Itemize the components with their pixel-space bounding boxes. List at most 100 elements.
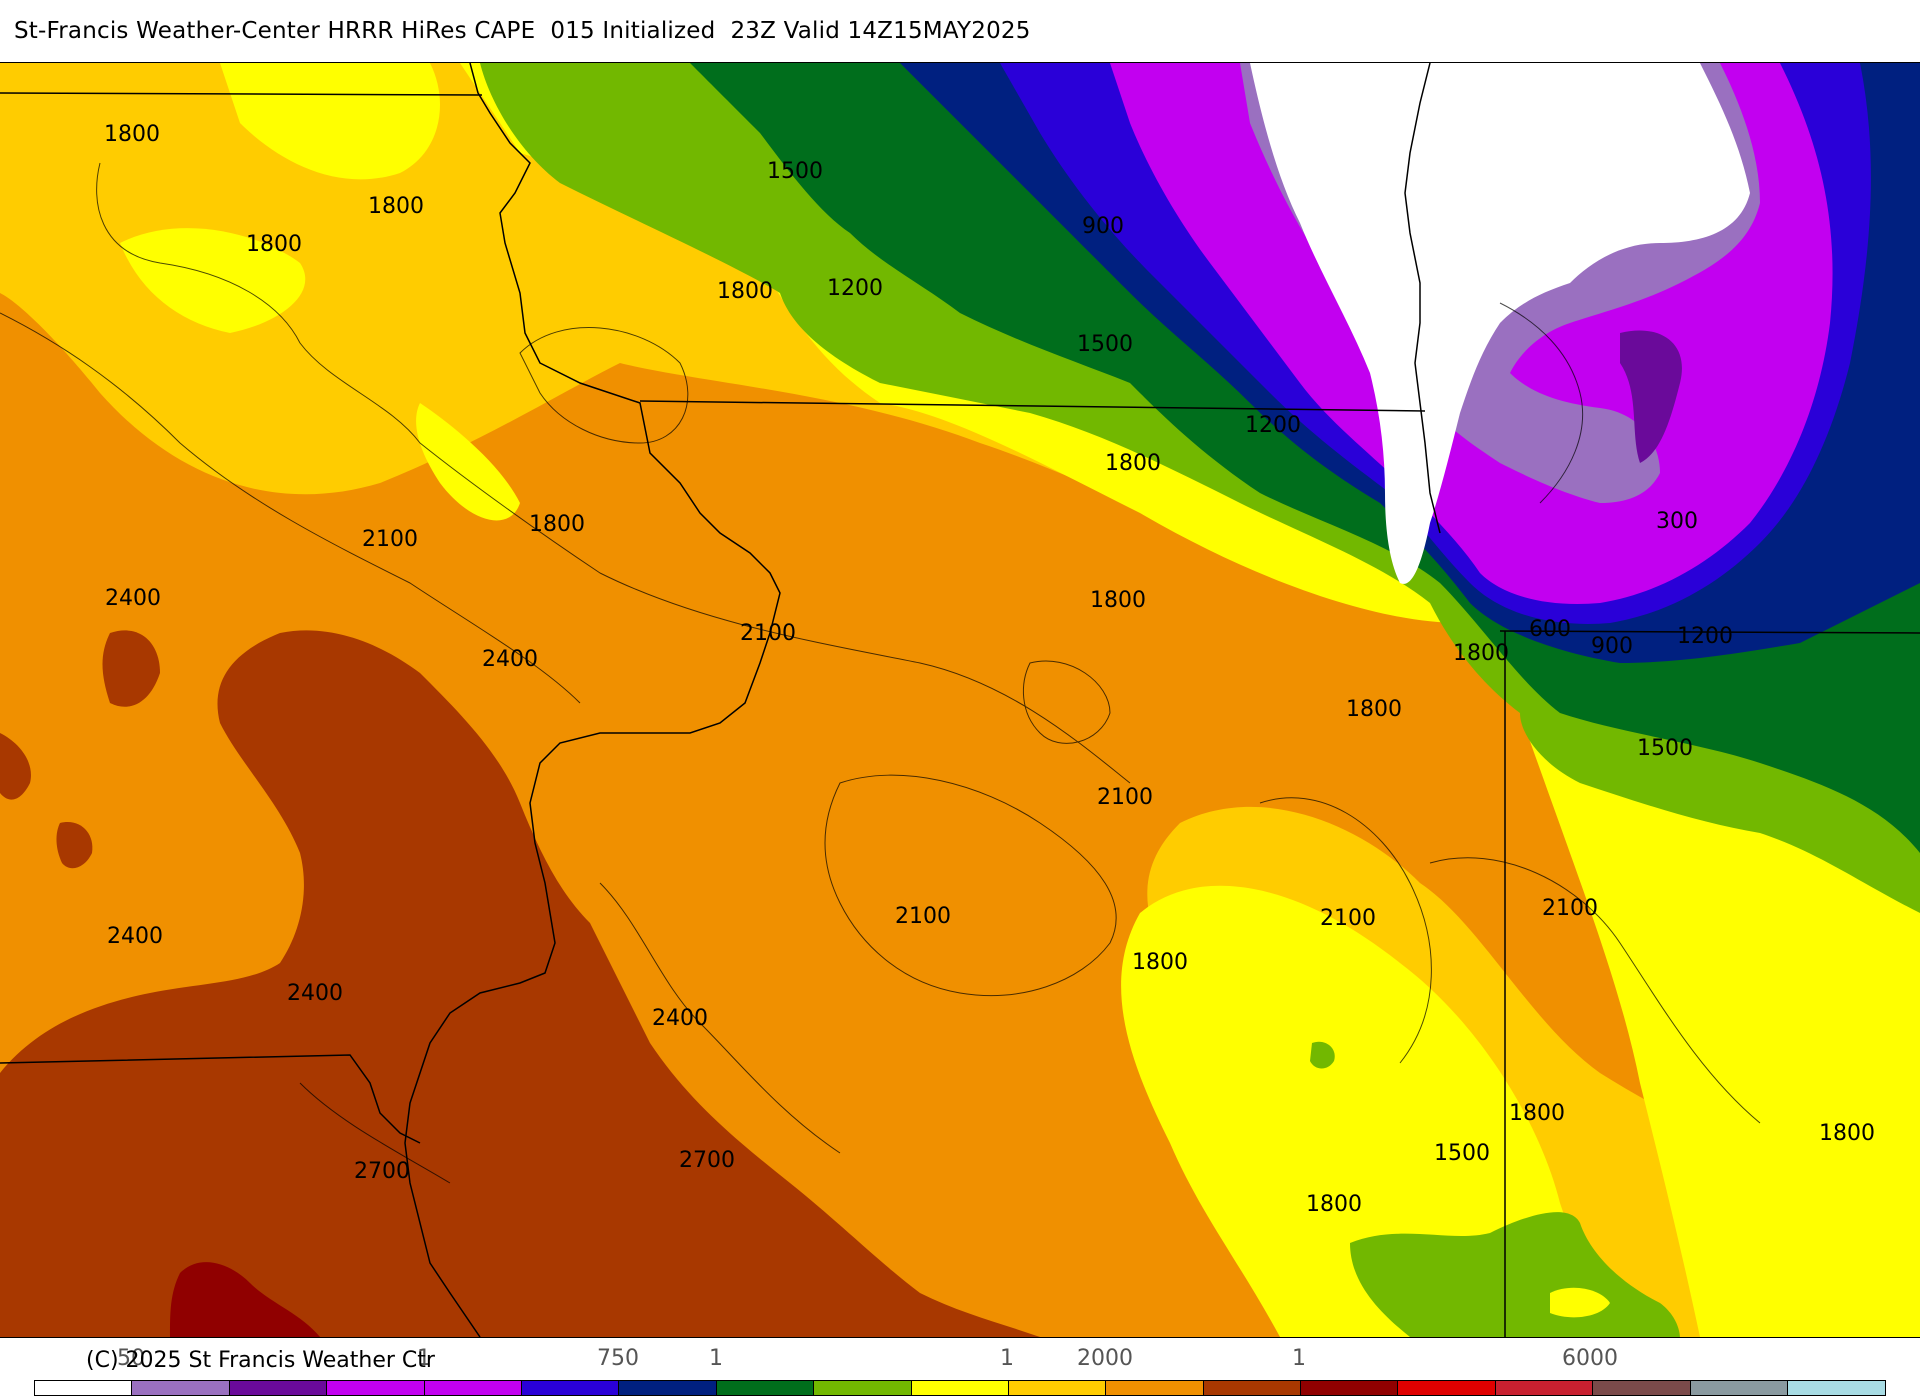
region-yellow-patch-1	[120, 228, 306, 333]
colorbar-swatch	[911, 1381, 1009, 1395]
region-yellow-patch-2	[416, 403, 520, 521]
colorbar-swatch	[521, 1381, 620, 1395]
contour-label: 2400	[652, 1006, 708, 1031]
boundary-north	[0, 92, 483, 96]
contour-labels: 1800 1800 1800 1500 1800 1200 900 1500 1200 1800 3…	[104, 122, 1875, 1217]
contour-line	[599, 882, 841, 1154]
contour-label: 900	[1591, 634, 1633, 659]
contour-line	[1429, 857, 1761, 1124]
contour-label: 2400	[287, 981, 343, 1006]
cape-map-canvas: 1800 1800 1800 1500 1800 1200 900 1500 1200 1800 3…	[0, 63, 1920, 1337]
region-2700	[170, 1262, 320, 1337]
colorbar-scale-label: 1	[417, 1346, 431, 1371]
region-yellow-southeast	[1121, 885, 1620, 1337]
region-1500-blob-south	[1310, 1041, 1335, 1069]
colorbar-swatch	[1398, 1381, 1496, 1395]
region-2400-blob-2	[56, 822, 93, 869]
colorbar-swatch	[1788, 1381, 1886, 1395]
contour-label: 300	[1656, 509, 1698, 534]
contour-line	[1022, 660, 1111, 744]
contour-label: 1200	[1245, 413, 1301, 438]
contour-line	[299, 1082, 451, 1184]
map-title: St-Francis Weather-Center HRRR HiRes CAP…	[14, 18, 1031, 44]
contour-label: 1500	[1434, 1141, 1490, 1166]
colorbar-swatch	[1495, 1381, 1594, 1395]
contour-label: 1800	[1105, 451, 1161, 476]
contour-label: 1800	[717, 279, 773, 304]
region-2400-blob-3	[0, 733, 31, 800]
contour-line	[519, 327, 689, 444]
contour-label: 2100	[895, 904, 951, 929]
boundary-south-west	[0, 1054, 421, 1144]
contour-label: 1500	[1637, 736, 1693, 761]
contour-label: 1800	[1090, 588, 1146, 613]
contour-label: 1200	[827, 276, 883, 301]
contour-label: 1800	[1306, 1192, 1362, 1217]
contour-label: 2100	[1320, 906, 1376, 931]
contour-label: 1500	[1077, 332, 1133, 357]
contour-label: 600	[1529, 617, 1571, 642]
colorbar-scale-label: 2000	[1077, 1346, 1133, 1371]
boundary-lines	[0, 63, 1920, 1337]
contour-label: 1800	[246, 232, 302, 257]
colorbar-swatch	[229, 1381, 328, 1395]
boundary-east	[1499, 630, 1920, 634]
contour-label: 1800	[1346, 697, 1402, 722]
contour-label: 2100	[1097, 785, 1153, 810]
contour-label: 2700	[679, 1148, 735, 1173]
region-yellow-patch-3	[220, 63, 440, 180]
colorbar-swatch	[1106, 1381, 1204, 1395]
colorbar-scale-label: 1	[709, 1346, 723, 1371]
region-yellow-hole-south	[1550, 1287, 1610, 1318]
contour-label: 1800	[1453, 641, 1509, 666]
contour-lines	[0, 162, 1761, 1184]
colorbar-scale-label: 1	[1292, 1346, 1306, 1371]
contour-line	[1499, 302, 1584, 504]
contour-label: 2100	[740, 621, 796, 646]
colorbar-swatch	[1203, 1381, 1302, 1395]
contour-label: 1800	[104, 122, 160, 147]
copyright-text: (C) 2025 St Francis Weather Ctr	[86, 1348, 435, 1373]
colorbar-scale-labels: 50 1 750 1 1 2000 1 6000	[0, 1346, 1920, 1372]
colorbar-swatch	[1593, 1381, 1691, 1395]
boundary-white	[1404, 63, 1441, 534]
colorbar-swatch	[716, 1381, 815, 1395]
boundary-river	[404, 63, 781, 1337]
colorbar-swatch	[132, 1381, 230, 1395]
colorbar-swatch	[1008, 1381, 1107, 1395]
contour-label: 2400	[105, 586, 161, 611]
contour-label: 2400	[482, 647, 538, 672]
colorbar-swatch	[814, 1381, 912, 1395]
colorbar-swatch	[424, 1381, 522, 1395]
boundary-mid	[639, 400, 1426, 412]
contour-label: 1200	[1677, 624, 1733, 649]
colorbar-scale-label: 50	[117, 1346, 145, 1371]
contour-line	[96, 162, 1131, 784]
contour-label: 1800	[1819, 1121, 1875, 1146]
colorbar	[34, 1380, 1887, 1396]
colorbar-swatch	[35, 1381, 133, 1395]
contour-label: 2100	[362, 527, 418, 552]
region-2400-blob-1	[102, 630, 160, 707]
colorbar-swatch	[327, 1381, 425, 1395]
colorbar-scale-label: 750	[597, 1346, 639, 1371]
contour-label: 2400	[107, 924, 163, 949]
contour-line	[0, 312, 581, 704]
region-0-white	[1250, 63, 1750, 584]
cape-map: 1800 1800 1800 1500 1800 1200 900 1500 1200 1800 3…	[0, 62, 1920, 1338]
contour-label: 1800	[529, 512, 585, 537]
colorbar-swatch	[1690, 1381, 1789, 1395]
contour-label: 2700	[354, 1159, 410, 1184]
colorbar-scale-label: 6000	[1562, 1346, 1618, 1371]
contour-label: 2100	[1542, 896, 1598, 921]
colorbar-swatch	[619, 1381, 717, 1395]
colorbar-scale-label: 1	[1000, 1346, 1014, 1371]
contour-label: 900	[1082, 214, 1124, 239]
colorbar-swatch	[1301, 1381, 1399, 1395]
contour-label: 1800	[1509, 1101, 1565, 1126]
contour-line	[1259, 797, 1432, 1064]
contour-label: 1500	[767, 159, 823, 184]
contour-label: 1800	[368, 194, 424, 219]
contour-label: 1800	[1132, 950, 1188, 975]
contour-line	[824, 774, 1117, 996]
